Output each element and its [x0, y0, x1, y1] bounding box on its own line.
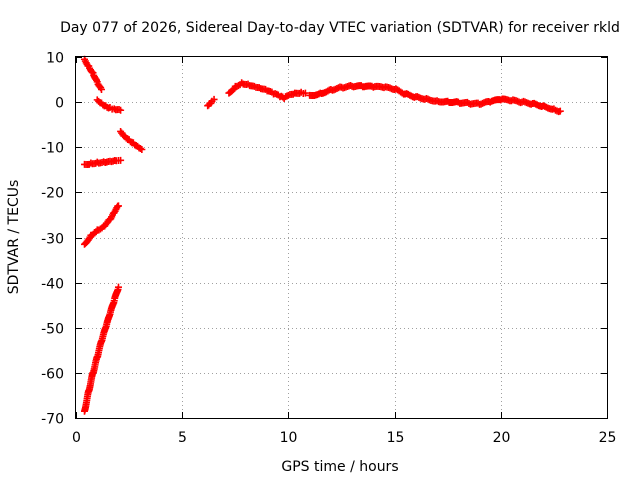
data-point: [97, 85, 105, 93]
series-arc-6: [80, 283, 122, 415]
x-axis-label: GPS time / hours: [281, 459, 398, 475]
series-arc-4: [80, 156, 125, 169]
y-tick-label: -20: [41, 186, 64, 202]
series-arc-2: [93, 96, 125, 114]
x-tick-label: 25: [599, 430, 617, 446]
y-axis-label: SDTVAR / TECUs: [6, 180, 22, 295]
data-point-fill: [136, 145, 144, 153]
data-point: [301, 89, 309, 97]
tick-labels: 0 5 10 15 20 25 -70 -60 -50 -40 -30 -20 -10 0 10: [41, 51, 616, 447]
y-tick-label: -10: [41, 141, 64, 157]
axis-ticks: [76, 57, 608, 419]
x-tick-label: 20: [493, 430, 511, 446]
series-arc-8: [225, 79, 309, 103]
y-tick-label: 0: [55, 96, 64, 112]
data-point: [117, 106, 125, 114]
data-point: [556, 107, 564, 115]
grid-lines: [76, 57, 607, 418]
y-tick-label: -40: [41, 277, 64, 293]
plot-frame: [75, 56, 608, 419]
y-tick-label: -70: [41, 412, 64, 428]
data-point: [114, 283, 122, 291]
chart-title: Day 077 of 2026, Sidereal Day-to-day VTE…: [60, 20, 620, 36]
x-tick-label: 0: [72, 430, 81, 446]
data-points: [80, 55, 564, 415]
data-point: [210, 95, 218, 103]
series-arc-3: [117, 127, 146, 154]
data-point: [117, 156, 125, 164]
y-tick-label: -50: [41, 322, 64, 338]
series-arc-5: [80, 202, 122, 248]
y-tick-label: -30: [41, 232, 64, 248]
y-tick-label: 10: [46, 51, 64, 67]
y-tick-label: -60: [41, 367, 64, 383]
series-arc-7: [204, 95, 218, 110]
x-tick-label: 15: [387, 430, 405, 446]
series-arc-1: [80, 55, 105, 93]
x-tick-label: 10: [280, 430, 298, 446]
series-arc-9: [306, 81, 564, 116]
data-point: [138, 146, 146, 154]
data-point: [114, 202, 122, 210]
x-tick-label: 5: [178, 430, 187, 446]
